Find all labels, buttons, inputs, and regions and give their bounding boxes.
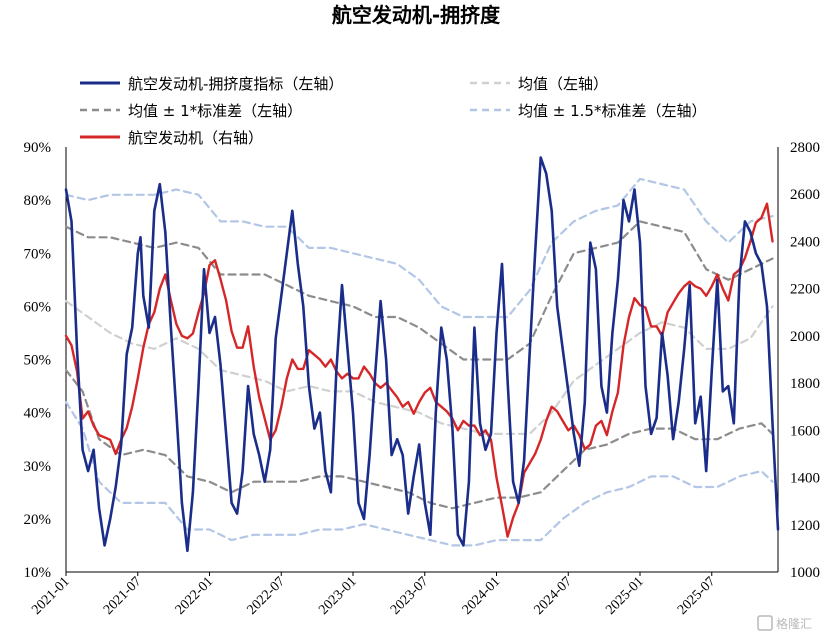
right-tick-label: 2400: [790, 234, 820, 250]
legend-label: 均值 ± 1*标准差（左轴）: [128, 102, 302, 120]
x-tick-label: 2023-01: [316, 574, 360, 618]
left-tick-label: 70%: [24, 246, 52, 262]
series-layer: [64, 156, 780, 553]
series-line-price: [64, 202, 774, 538]
right-tick-label: 1600: [790, 423, 820, 439]
right-axis-ticks: 1000 1200 1400 1600 1800 2000 2200 2400 2600 2800: [790, 140, 820, 581]
right-tick-label: 2200: [790, 282, 820, 298]
x-tick-label: 2025-07: [675, 574, 719, 618]
legend-label: 均值（左轴）: [518, 75, 608, 93]
plot-frame: [65, 147, 779, 573]
left-tick-label: 40%: [24, 406, 52, 422]
watermark-logo-icon: [757, 615, 773, 631]
legend: 航空发动机-拥挤度指标（左轴） 均值（左轴） 均值 ± 1*标准差（左轴） 均值 ± …: [80, 75, 706, 147]
right-tick-label: 1200: [790, 518, 820, 534]
right-tick-label: 2000: [790, 329, 820, 345]
x-tick-label: 2022-07: [244, 574, 288, 618]
right-tick-label: 1400: [790, 471, 820, 487]
legend-label: 均值 ± 1.5*标准差（左轴）: [518, 102, 706, 120]
x-tick-label: 2024-01: [460, 574, 504, 618]
series-line-mean: [64, 300, 774, 435]
x-tick-label: 2025-01: [603, 574, 647, 618]
right-tick-label: 2800: [790, 140, 820, 156]
x-tick-label: 2023-07: [388, 574, 432, 618]
series-line-sd1-upper: [64, 220, 774, 361]
x-axis-ticks: 2021-01 2021-07 2022-01 2022-07 2023-01 2023-…: [29, 572, 719, 618]
right-tick-label: 2600: [790, 187, 820, 203]
left-tick-label: 60%: [24, 299, 52, 315]
series-line-crowd: [64, 156, 780, 553]
left-axis-ticks: 10% 20% 30% 40% 50% 60% 70% 80% 90%: [24, 140, 52, 581]
x-tick-label: 2021-07: [101, 574, 145, 618]
series-line-sd15-lower: [64, 400, 774, 547]
watermark-text: 格隆汇: [776, 616, 812, 631]
x-tick-label: 2022-01: [173, 574, 217, 618]
left-tick-label: 90%: [24, 140, 52, 156]
left-tick-label: 10%: [24, 565, 52, 581]
legend-label: 航空发动机-拥挤度指标（左轴）: [128, 75, 343, 93]
right-tick-label: 1000: [790, 565, 820, 581]
series-line-sd15-upper: [64, 177, 774, 319]
left-tick-label: 20%: [24, 512, 52, 528]
right-tick-label: 1800: [790, 376, 820, 392]
watermark: 格隆汇: [757, 615, 812, 631]
left-tick-label: 30%: [24, 459, 52, 475]
chart-title: 航空发动机-拥挤度: [332, 3, 501, 27]
left-tick-label: 80%: [24, 193, 52, 209]
legend-label: 航空发动机（右轴）: [128, 129, 263, 147]
left-tick-label: 50%: [24, 353, 52, 369]
x-tick-label: 2024-07: [531, 574, 575, 618]
series-line-sd1-lower: [64, 369, 774, 510]
